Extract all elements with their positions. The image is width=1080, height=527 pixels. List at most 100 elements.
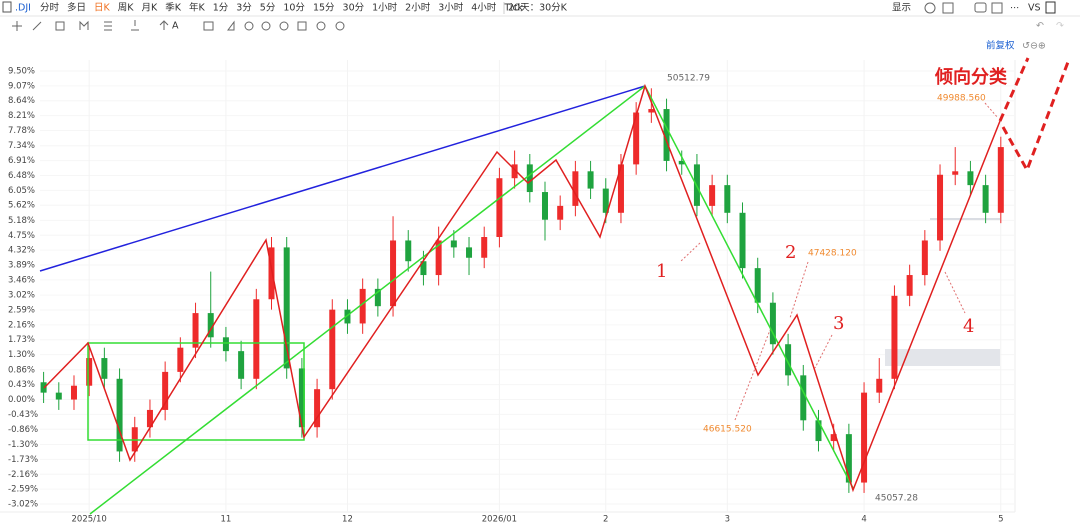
delete-tool[interactable] <box>297 21 307 31</box>
candle-body <box>982 185 989 213</box>
candle-body <box>390 240 397 307</box>
panel-icon[interactable] <box>1045 1 1056 14</box>
grid <box>40 60 1015 512</box>
x-tick-label: 11 <box>221 515 232 525</box>
candle-body <box>283 247 290 369</box>
ruler-tool[interactable] <box>227 20 235 31</box>
rect-tool[interactable] <box>55 21 65 31</box>
y-tick-label: 6.05% <box>8 186 35 196</box>
period-tab[interactable]: 多日 <box>67 2 86 14</box>
candle-body <box>374 288 381 307</box>
y-tick-label: 8.64% <box>8 96 35 106</box>
period-tab[interactable]: 1分 <box>213 3 229 14</box>
sidebar-icon[interactable] <box>2 1 12 13</box>
candle-body <box>116 378 123 452</box>
display-menu[interactable]: 显示 <box>892 3 911 14</box>
pattern-tool[interactable] <box>79 20 89 30</box>
trend-line[interactable] <box>39 85 646 272</box>
range-select[interactable]: 20天：30分K <box>508 3 568 14</box>
wave-number: 3 <box>833 313 844 334</box>
period-tab[interactable]: 1小时 <box>372 2 398 14</box>
undo[interactable]: ↶ <box>1036 21 1044 32</box>
camera-icon[interactable] <box>974 2 987 13</box>
fullscreen-icon[interactable] <box>991 2 1003 14</box>
period-tab[interactable]: 4小时 <box>471 2 497 14</box>
candle-body <box>359 288 366 324</box>
adjust-select[interactable]: 前复权 <box>986 40 1015 52</box>
candle-body <box>253 299 260 379</box>
x-tick-label: 3 <box>725 515 730 525</box>
candle-body <box>921 240 928 276</box>
period-tab[interactable]: 周K <box>118 3 135 14</box>
candle-body <box>70 385 77 400</box>
cross-tool[interactable] <box>12 21 22 31</box>
range-box[interactable] <box>87 342 305 441</box>
candle-body <box>754 268 761 303</box>
wave-number: 1 <box>656 261 667 282</box>
symbol[interactable]: .DJI <box>15 3 31 14</box>
period-tab[interactable]: Tick <box>503 3 523 14</box>
period-tab[interactable]: 3小时 <box>438 2 464 14</box>
magnet-tool[interactable] <box>244 21 254 31</box>
candle-body <box>450 240 457 248</box>
candle-body <box>496 178 503 238</box>
candle-body <box>572 171 579 206</box>
compare-button[interactable]: VS <box>1028 3 1041 14</box>
price-label: 49988.560 <box>937 94 986 104</box>
y-tick-label: 5.18% <box>8 216 35 226</box>
font-tool[interactable]: A <box>172 21 179 32</box>
trend-line[interactable] <box>89 85 646 515</box>
period-tab[interactable]: 月K <box>142 3 159 14</box>
period-tab[interactable]: 年K <box>189 2 206 14</box>
y-tick-label: 7.34% <box>8 141 35 151</box>
y-tick-label: 5.62% <box>8 201 35 211</box>
settings-icon[interactable] <box>924 2 936 14</box>
period-tab[interactable]: 30分 <box>343 3 365 14</box>
leader <box>944 271 966 314</box>
line-tool[interactable] <box>32 21 42 31</box>
period-tab[interactable]: 3分 <box>236 3 252 14</box>
period-tab[interactable]: 季K <box>165 2 182 14</box>
period-tab[interactable]: 日K <box>94 3 111 14</box>
period-tab[interactable]: 15分 <box>313 3 335 14</box>
hide-tool[interactable] <box>279 21 289 31</box>
candle-body <box>602 188 609 213</box>
period-tab[interactable]: 10分 <box>283 3 305 14</box>
trend-line[interactable] <box>644 85 854 489</box>
zoom-controls[interactable]: ↺⊖⊕ <box>1022 41 1046 52</box>
label-leaders <box>679 102 999 421</box>
candle-body <box>420 261 427 276</box>
note-tool[interactable] <box>203 21 214 31</box>
wave-line[interactable] <box>43 83 1001 493</box>
candle-body <box>314 389 321 428</box>
candles <box>40 88 1004 493</box>
projection-line[interactable] <box>1001 61 1070 174</box>
candle-body <box>329 309 336 390</box>
fib-tool[interactable] <box>104 21 112 31</box>
lock-tool[interactable] <box>261 21 271 31</box>
period-tab[interactable]: 5分 <box>260 3 276 14</box>
candle-body <box>435 240 442 276</box>
measure-tool[interactable] <box>131 20 139 31</box>
period-tab[interactable]: 分时 <box>40 2 60 14</box>
candle-body <box>617 164 624 213</box>
link-tool[interactable] <box>316 21 326 31</box>
candle-body <box>55 392 62 400</box>
redo[interactable]: ↷ <box>1056 21 1064 32</box>
tool-settings[interactable] <box>335 21 345 31</box>
candle-body <box>268 247 275 300</box>
layout-icon[interactable] <box>942 2 954 14</box>
projection-line[interactable] <box>998 57 1030 122</box>
candle-body <box>526 164 533 193</box>
candle-body <box>146 409 153 428</box>
price-label: 45057.28 <box>875 494 918 504</box>
candle-body <box>177 347 184 372</box>
candle-body <box>511 164 518 179</box>
arrow-tool[interactable] <box>159 20 169 30</box>
period-tab[interactable]: 2小时 <box>405 2 431 14</box>
more-icon[interactable]: ⋯ <box>1010 3 1020 14</box>
y-tick-label: 4.32% <box>8 246 35 256</box>
drawing-tools <box>12 20 345 31</box>
candle-body <box>967 171 974 186</box>
